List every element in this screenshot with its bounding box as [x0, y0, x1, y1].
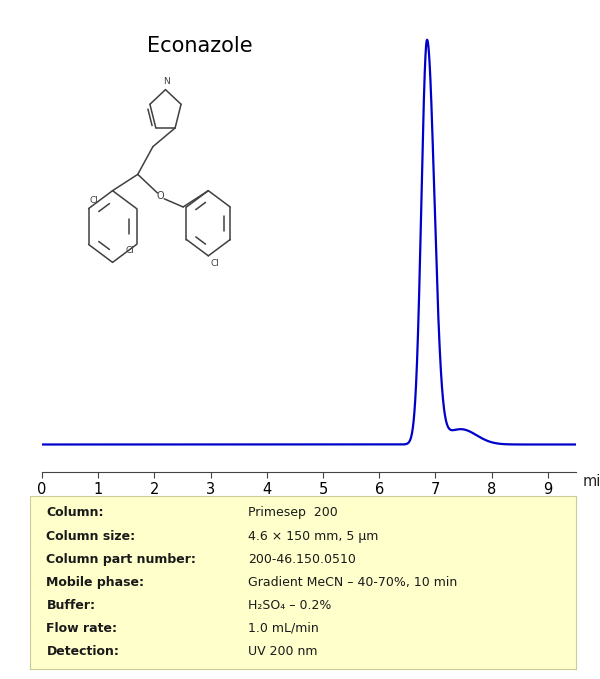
Text: Gradient MeCN – 40-70%, 10 min: Gradient MeCN – 40-70%, 10 min	[248, 576, 458, 589]
Text: Column size:: Column size:	[46, 530, 136, 543]
Text: min: min	[583, 474, 600, 489]
Text: Cl: Cl	[211, 259, 220, 268]
Text: Cl: Cl	[90, 196, 98, 205]
Text: Detection:: Detection:	[46, 645, 119, 658]
Text: Column part number:: Column part number:	[46, 553, 196, 566]
Text: Column:: Column:	[46, 507, 104, 519]
Text: 200-46.150.0510: 200-46.150.0510	[248, 553, 356, 566]
Text: Flow rate:: Flow rate:	[46, 622, 118, 635]
Text: Buffer:: Buffer:	[46, 599, 95, 612]
Text: H₂SO₄ – 0.2%: H₂SO₄ – 0.2%	[248, 599, 332, 612]
Text: Econazole: Econazole	[147, 36, 253, 56]
Text: 1.0 mL/min: 1.0 mL/min	[248, 622, 319, 635]
Text: N: N	[163, 77, 170, 86]
Text: 4.6 × 150 mm, 5 μm: 4.6 × 150 mm, 5 μm	[248, 530, 379, 543]
Text: Primesep  200: Primesep 200	[248, 507, 338, 519]
Text: Cl: Cl	[125, 246, 134, 255]
Text: UV 200 nm: UV 200 nm	[248, 645, 318, 658]
Text: Mobile phase:: Mobile phase:	[46, 576, 145, 589]
Text: O: O	[157, 191, 164, 200]
